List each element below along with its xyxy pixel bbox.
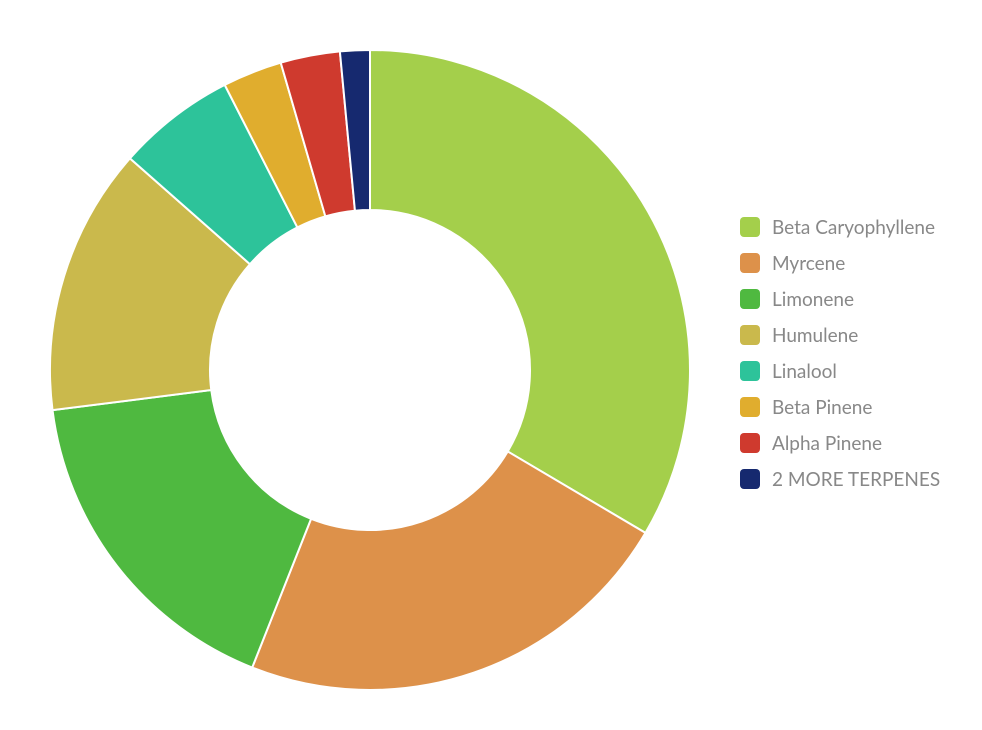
legend-swatch [740,217,760,237]
legend-label: Humulene [772,324,858,347]
legend-label: Beta Pinene [772,396,872,419]
legend-swatch [740,469,760,489]
legend-label: 2 MORE TERPENES [772,468,940,491]
legend-swatch [740,325,760,345]
legend-swatch [740,289,760,309]
legend-item[interactable]: Alpha Pinene [740,431,940,455]
legend-label: Myrcene [772,252,845,275]
legend-item[interactable]: Beta Pinene [740,395,940,419]
legend-label: Limonene [772,288,854,311]
legend-swatch [740,253,760,273]
donut-slice[interactable] [370,50,690,533]
legend: Beta Caryophyllene Myrcene Limonene Humulen… [740,215,940,491]
legend-item[interactable]: Humulene [740,323,940,347]
legend-item[interactable]: Linalool [740,359,940,383]
legend-swatch [740,433,760,453]
legend-swatch [740,397,760,417]
legend-item[interactable]: 2 MORE TERPENES [740,467,940,491]
legend-swatch [740,361,760,381]
terpene-donut-chart: Beta Caryophyllene Myrcene Limonene Humulen… [0,0,982,718]
legend-item[interactable]: Myrcene [740,251,940,275]
legend-item[interactable]: Limonene [740,287,940,311]
legend-item[interactable]: Beta Caryophyllene [740,215,940,239]
legend-label: Beta Caryophyllene [772,216,935,239]
legend-label: Alpha Pinene [772,432,882,455]
donut-svg [20,10,720,730]
legend-label: Linalool [772,360,837,383]
